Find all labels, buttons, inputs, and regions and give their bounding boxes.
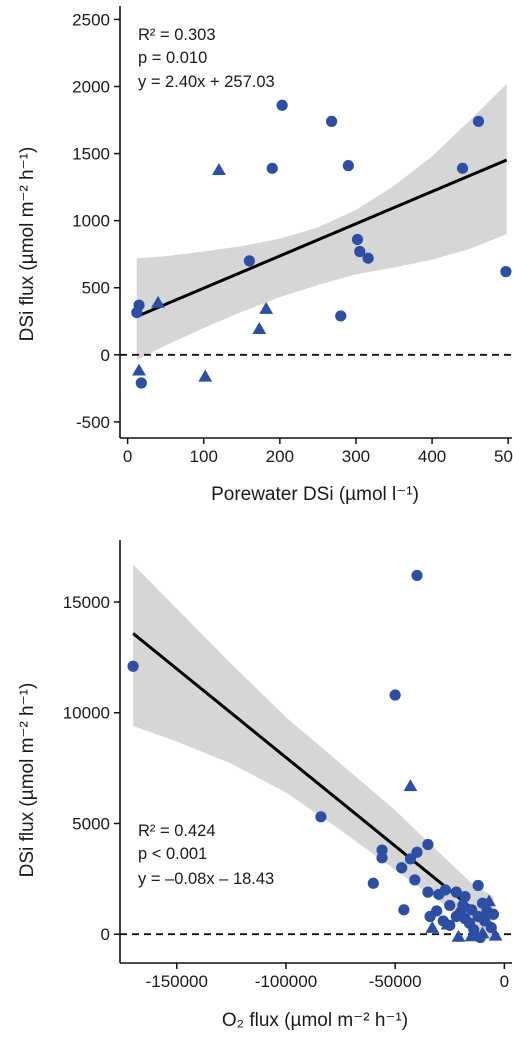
data-points-group bbox=[131, 99, 512, 389]
data-point-circle bbox=[459, 890, 471, 903]
data-point-triangle bbox=[475, 926, 490, 939]
y-tick-label: 500 bbox=[82, 279, 110, 298]
data-point-triangle bbox=[488, 928, 503, 941]
y-tick-label: 0 bbox=[101, 925, 110, 944]
data-point-circle bbox=[485, 921, 497, 934]
regression-fit-line bbox=[132, 632, 495, 927]
data-point-circle bbox=[456, 162, 469, 174]
x-tick-label: 500 bbox=[494, 447, 513, 466]
confidence-band bbox=[133, 564, 494, 941]
p-value-label: p < 0.001 bbox=[138, 845, 207, 863]
x-tick-label: 300 bbox=[342, 447, 370, 466]
y-axis-title: DSi flux (µmol m⁻² h⁻¹) bbox=[17, 683, 38, 878]
confidence-band-group bbox=[136, 83, 507, 361]
data-points-group bbox=[127, 569, 503, 944]
data-point-circle bbox=[276, 99, 288, 111]
data-point-circle bbox=[457, 899, 469, 912]
data-point-circle bbox=[404, 853, 417, 865]
data-point-circle bbox=[135, 377, 147, 389]
data-point-triangle bbox=[252, 322, 267, 334]
data-point-circle bbox=[450, 910, 462, 923]
x-tick-label: 400 bbox=[418, 447, 446, 466]
data-point-circle bbox=[326, 115, 338, 127]
data-point-circle bbox=[472, 115, 485, 127]
confidence-band bbox=[136, 83, 507, 361]
fit-line-group bbox=[136, 158, 508, 318]
x-axis-title: Porewater DSi (µmol l⁻¹) bbox=[211, 484, 419, 505]
data-point-circle bbox=[409, 874, 421, 886]
x-tick-label: 100 bbox=[190, 447, 218, 466]
y-tick-label: 5000 bbox=[72, 814, 110, 833]
data-point-triangle bbox=[451, 929, 466, 942]
data-point-circle bbox=[439, 884, 451, 896]
fit-line-group bbox=[132, 632, 495, 927]
data-point-circle bbox=[444, 899, 456, 912]
y-tick-label: 0 bbox=[101, 346, 110, 365]
y-tick-label: 1000 bbox=[72, 212, 110, 231]
confidence-band-group bbox=[133, 564, 494, 941]
data-point-circle bbox=[266, 162, 278, 174]
x-tick-label: -100000 bbox=[255, 972, 317, 991]
x-axis-title: O₂ flux (µmol m⁻² h⁻¹) bbox=[222, 1010, 408, 1031]
data-point-circle bbox=[362, 252, 374, 264]
regression-equation-label: y = –0.08x – 18.43 bbox=[138, 870, 274, 888]
data-point-triangle bbox=[425, 920, 440, 933]
x-tick-label: -150000 bbox=[146, 972, 208, 991]
y-tick-label: 1500 bbox=[72, 145, 110, 164]
r-squared-label: R² = 0.424 bbox=[138, 822, 216, 840]
data-point-circle bbox=[351, 233, 364, 246]
data-point-circle bbox=[487, 908, 500, 920]
y-tick-label: 10000 bbox=[63, 704, 110, 723]
data-point-circle bbox=[335, 310, 347, 322]
data-point-circle bbox=[422, 838, 434, 851]
x-tick-label: -50000 bbox=[369, 972, 422, 991]
y-tick-label: 2000 bbox=[72, 77, 110, 96]
data-point-circle bbox=[389, 689, 401, 701]
y-tick-label: 2500 bbox=[72, 10, 110, 29]
data-point-triangle bbox=[132, 363, 146, 376]
regression-equation-label: y = 2.40x + 257.03 bbox=[138, 73, 275, 91]
data-point-circle bbox=[411, 569, 423, 582]
data-point-circle bbox=[315, 811, 327, 823]
data-point-circle bbox=[367, 877, 379, 889]
data-point-circle bbox=[127, 660, 139, 672]
data-point-circle bbox=[243, 255, 255, 267]
y-tick-label: -500 bbox=[76, 413, 110, 432]
p-value-label: p = 0.010 bbox=[138, 49, 207, 67]
data-point-triangle bbox=[198, 369, 213, 382]
data-point-triangle bbox=[212, 163, 226, 175]
panel-porewater: 0 100 200 300 400 500 -500 0 500 1000 1500 2000 2500… bbox=[17, 6, 513, 505]
r-squared-label: R² = 0.303 bbox=[138, 26, 216, 44]
data-point-circle bbox=[131, 306, 143, 319]
x-tick-label: 0 bbox=[123, 447, 132, 466]
data-point-circle bbox=[396, 862, 408, 874]
y-axis-title: DSi flux (µmol m⁻² h⁻¹) bbox=[17, 147, 38, 342]
data-point-circle bbox=[472, 879, 484, 892]
axes-group: -150000 -100000 -50000 0 0 5000 10000 15000 bbox=[63, 540, 512, 991]
data-point-circle bbox=[398, 904, 410, 916]
data-point-circle bbox=[342, 160, 354, 172]
data-point-triangle bbox=[464, 929, 479, 942]
data-point-triangle bbox=[259, 301, 274, 314]
data-point-circle bbox=[422, 886, 434, 898]
data-point-triangle bbox=[403, 779, 418, 792]
panel-oxygen: -150000 -100000 -50000 0 0 5000 10000 15000 O₂ … bbox=[17, 540, 512, 1031]
y-tick-label: 15000 bbox=[63, 593, 110, 612]
data-point-triangle bbox=[151, 295, 165, 308]
data-point-circle bbox=[376, 844, 388, 856]
data-point-circle bbox=[424, 910, 436, 923]
x-tick-label: 200 bbox=[266, 447, 294, 466]
data-point-triangle bbox=[482, 894, 496, 907]
data-point-circle bbox=[450, 886, 462, 898]
axes-group: 0 100 200 300 400 500 -500 0 500 1000 1500 2000 2500 bbox=[72, 6, 513, 466]
x-tick-label: 0 bbox=[500, 972, 509, 991]
data-point-circle bbox=[354, 245, 366, 258]
data-point-circle bbox=[500, 266, 512, 278]
data-point-triangle bbox=[440, 917, 455, 930]
regression-fit-line bbox=[136, 158, 508, 318]
data-point-circle bbox=[376, 852, 388, 864]
